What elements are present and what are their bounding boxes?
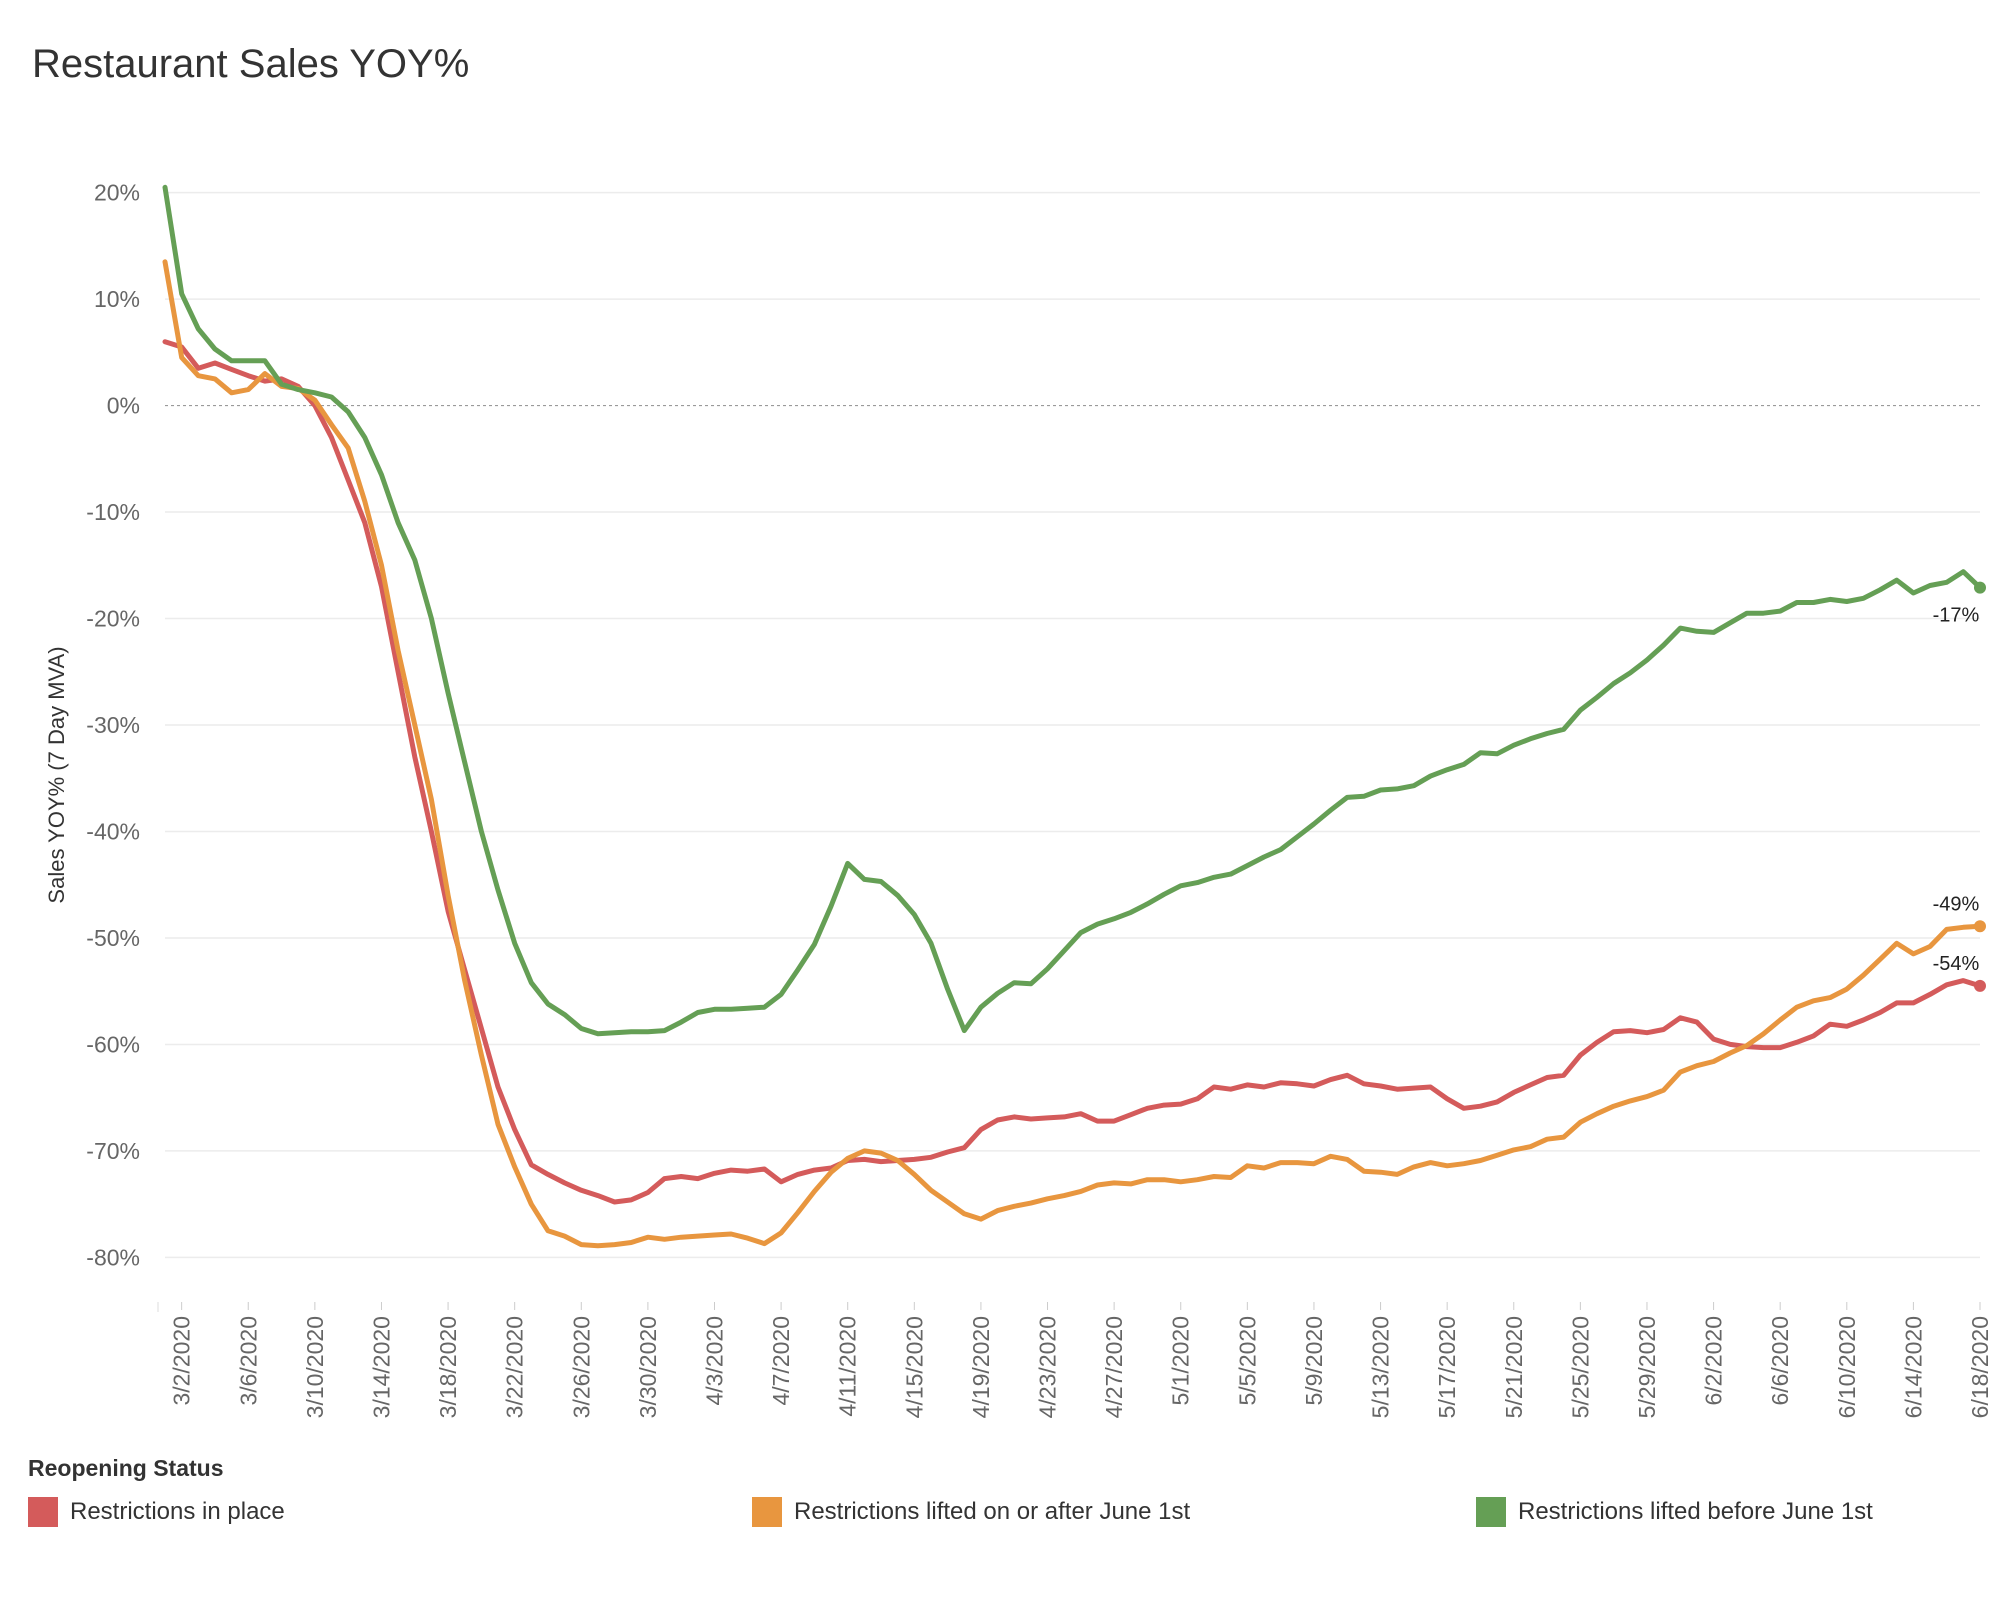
- legend-swatch-lifted-before-june-1st: [1476, 1497, 1506, 1527]
- series-line-1[interactable]: [162, 259, 1983, 1249]
- y-tick-label: -50%: [86, 925, 140, 951]
- series-end-label-0: -54%: [1933, 953, 1980, 975]
- y-tick-label: -10%: [86, 499, 140, 525]
- x-tick-label: 3/6/2020: [235, 1316, 261, 1406]
- series-end-point-0[interactable]: [1974, 979, 1986, 992]
- x-axis-tick-labels: 3/2/2020 3/6/2020 3/10/2020 3/14/2020 3/18/2…: [169, 1302, 1993, 1418]
- x-tick-label: 4/19/2020: [968, 1316, 994, 1418]
- x-tick-label: 3/18/2020: [435, 1316, 461, 1418]
- x-tick-label: 5/17/2020: [1434, 1316, 1460, 1418]
- y-tick-label: 0%: [107, 393, 140, 419]
- y-tick-label: -20%: [86, 606, 140, 632]
- x-tick-label: 6/10/2020: [1834, 1316, 1860, 1418]
- x-tick-label: 5/1/2020: [1168, 1316, 1194, 1406]
- y-axis-title: Sales YOY% (7 Day MVA): [44, 646, 69, 903]
- series-end-label-2: -17%: [1933, 605, 1980, 627]
- legend-label: Restrictions lifted before June 1st: [1518, 1498, 1873, 1525]
- y-axis-tick-labels: 20% 10% 0% -10% -20% -30% -40% -50% -60% -70% -80%: [86, 180, 140, 1271]
- series-line-0[interactable]: [162, 339, 1983, 1205]
- y-tick-label: 20%: [94, 180, 140, 206]
- legend-title: Reopening Status: [28, 1455, 224, 1481]
- chart-title: Restaurant Sales YOY%: [32, 42, 470, 86]
- y-tick-label: -70%: [86, 1138, 140, 1164]
- x-tick-label: 5/21/2020: [1501, 1316, 1527, 1418]
- x-tick-label: 4/23/2020: [1035, 1316, 1061, 1418]
- legend-label: Restrictions lifted on or after June 1st: [794, 1498, 1191, 1525]
- legend-swatch-lifted-on-or-after-june-1st: [752, 1497, 782, 1527]
- x-tick-label: 4/15/2020: [901, 1316, 927, 1418]
- legend: Reopening Status Restrictions in place R…: [28, 1455, 1988, 1545]
- x-tick-label: 4/3/2020: [701, 1316, 727, 1406]
- x-tick-label: 5/9/2020: [1301, 1316, 1327, 1406]
- series-end-label-1: -49%: [1933, 893, 1980, 915]
- x-tick-label: 5/5/2020: [1234, 1316, 1260, 1406]
- series-end-points: -54% -49% -17%: [1933, 581, 1986, 992]
- series-end-point-1[interactable]: [1974, 920, 1986, 933]
- series-line-2[interactable]: [162, 184, 1983, 1037]
- x-tick-label: 3/30/2020: [635, 1316, 661, 1418]
- y-tick-label: -60%: [86, 1031, 140, 1057]
- legend-item-lifted-before-june-1st[interactable]: Restrictions lifted before June 1st: [1476, 1497, 1873, 1527]
- legend-label: Restrictions in place: [70, 1498, 285, 1525]
- legend-swatch-restrictions-in-place: [28, 1497, 58, 1527]
- x-tick-label: 4/27/2020: [1101, 1316, 1127, 1418]
- x-tick-label: 5/25/2020: [1567, 1316, 1593, 1418]
- x-tick-label: 3/10/2020: [302, 1316, 328, 1418]
- x-tick-label: 4/7/2020: [768, 1316, 794, 1406]
- y-tick-label: -40%: [86, 818, 140, 844]
- y-tick-label: -80%: [86, 1244, 140, 1270]
- y-tick-label: -30%: [86, 712, 140, 738]
- x-tick-label: 3/22/2020: [502, 1316, 528, 1418]
- x-tick-label: 6/2/2020: [1701, 1316, 1727, 1406]
- x-tick-label: 6/18/2020: [1967, 1316, 1993, 1418]
- x-tick-label: 6/14/2020: [1900, 1316, 1926, 1418]
- x-tick-label: 3/2/2020: [169, 1316, 195, 1406]
- legend-item-restrictions-in-place[interactable]: Restrictions in place: [28, 1497, 285, 1527]
- x-tick-label: 6/6/2020: [1767, 1316, 1793, 1406]
- x-tick-label: 3/14/2020: [368, 1316, 394, 1418]
- series-lines: [162, 184, 1983, 1249]
- x-tick-label: 5/29/2020: [1634, 1316, 1660, 1418]
- gridlines: [157, 191, 1980, 1312]
- x-tick-label: 5/13/2020: [1368, 1316, 1394, 1418]
- legend-item-lifted-on-or-after-june-1st[interactable]: Restrictions lifted on or after June 1st: [752, 1497, 1190, 1527]
- y-tick-label: 10%: [94, 286, 140, 312]
- series-end-point-2[interactable]: [1974, 581, 1986, 594]
- x-tick-label: 3/26/2020: [568, 1316, 594, 1418]
- x-tick-label: 4/11/2020: [835, 1316, 861, 1417]
